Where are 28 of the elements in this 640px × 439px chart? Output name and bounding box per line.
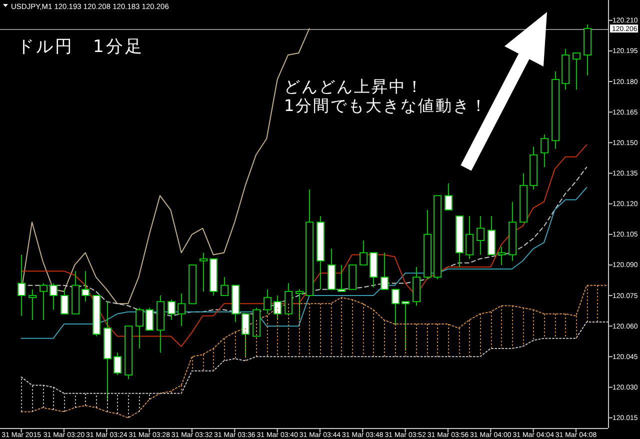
candlestick xyxy=(466,216,474,260)
candlestick xyxy=(498,246,506,266)
candlestick xyxy=(114,352,122,376)
candlestick xyxy=(178,292,186,327)
annotation: どんどん上昇中！ xyxy=(284,77,424,96)
candlestick xyxy=(540,134,548,168)
candlestick xyxy=(380,252,388,290)
candlestick xyxy=(146,307,154,331)
candlestick xyxy=(444,182,452,210)
candlestick xyxy=(360,240,368,266)
candlestick xyxy=(168,299,176,320)
candlestick xyxy=(572,52,580,90)
candlestick xyxy=(18,254,26,316)
line-series xyxy=(20,144,588,347)
annotation: 1分間でも大きな値動き！ xyxy=(284,96,488,115)
candlestick xyxy=(50,282,58,310)
candlestick xyxy=(60,288,68,314)
candlestick xyxy=(200,252,208,292)
candlestick xyxy=(136,307,144,350)
candlestick xyxy=(40,282,48,320)
candlestick xyxy=(338,264,346,292)
candlestick xyxy=(28,288,36,320)
candlestick xyxy=(82,270,90,302)
candlestick xyxy=(220,276,228,296)
candlestick xyxy=(264,288,272,314)
candlestick xyxy=(476,216,484,256)
line-series xyxy=(20,187,588,339)
text: ドル円 1分足 xyxy=(17,37,144,57)
